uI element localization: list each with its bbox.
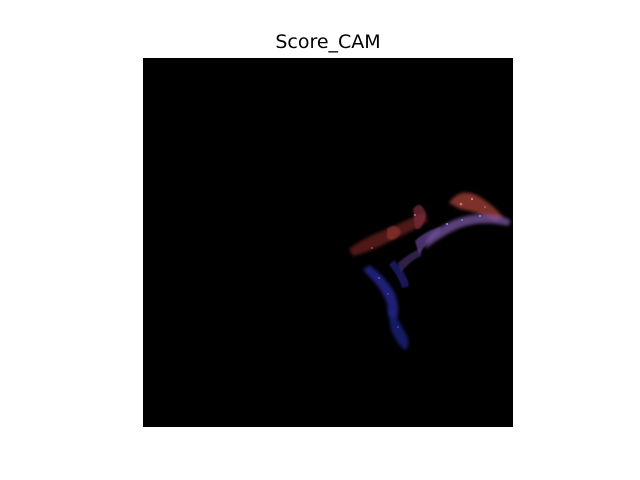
heatmap-purple-region	[398, 214, 511, 272]
heatmap-sparkles	[371, 197, 486, 328]
heatmap-red-region	[349, 192, 503, 256]
figure-title: Score_CAM	[275, 31, 381, 53]
score-cam-image	[143, 58, 513, 427]
